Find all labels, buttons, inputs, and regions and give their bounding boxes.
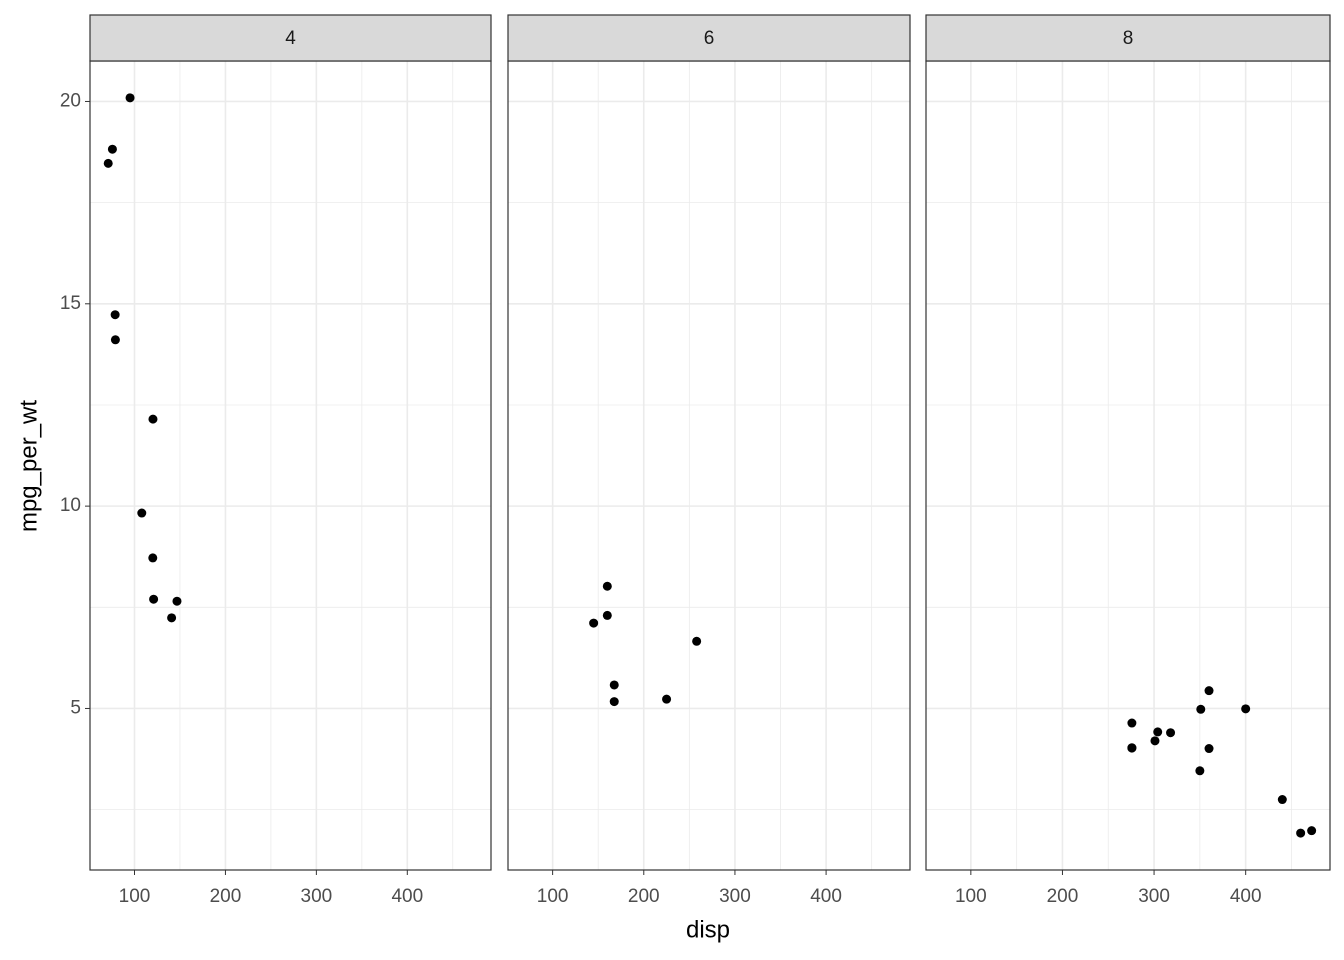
panel-background [926, 61, 1330, 870]
panel-background [508, 61, 910, 870]
point [107, 144, 117, 154]
point [662, 694, 672, 704]
x-tick-label: 200 [210, 886, 242, 907]
point [1204, 744, 1214, 754]
x-tick-label: 100 [119, 886, 151, 907]
x-axis-label: disp [686, 916, 730, 943]
x-tick-label: 400 [391, 886, 423, 907]
point [1241, 704, 1251, 714]
point [609, 680, 619, 690]
x-tick-label: 400 [1230, 886, 1262, 907]
point [1196, 704, 1206, 714]
point [172, 596, 182, 606]
strip [89, 14, 492, 62]
point [1166, 728, 1176, 738]
point [149, 594, 159, 604]
point [1127, 718, 1137, 728]
point [167, 613, 177, 623]
strip-label: 6 [704, 28, 715, 49]
y-tick-label: 5 [70, 697, 81, 718]
point [602, 581, 612, 591]
point [1204, 686, 1214, 696]
y-tick-label: 10 [60, 495, 81, 516]
y-axis-label: mpg_per_wt [15, 400, 42, 532]
point [1153, 727, 1163, 737]
point [110, 335, 120, 345]
point [1150, 736, 1160, 746]
strip-label: 4 [285, 28, 296, 49]
x-tick-label: 100 [537, 886, 569, 907]
y-tick-label: 20 [60, 90, 81, 111]
strip [925, 14, 1331, 62]
strip-label: 8 [1123, 28, 1134, 49]
point [692, 636, 702, 646]
x-tick-label: 300 [301, 886, 333, 907]
point [1296, 828, 1306, 838]
point [103, 158, 113, 168]
point [1127, 743, 1137, 753]
x-tick-label: 300 [719, 886, 751, 907]
point [148, 414, 158, 424]
x-tick-label: 200 [1047, 886, 1079, 907]
y-tick-label: 15 [60, 293, 81, 314]
strip [507, 14, 911, 62]
x-tick-label: 100 [955, 886, 987, 907]
point [110, 310, 120, 320]
point [589, 618, 599, 628]
point [1277, 795, 1287, 805]
point [609, 697, 619, 707]
panel-background [90, 61, 491, 870]
point [148, 553, 158, 563]
x-tick-label: 400 [810, 886, 842, 907]
x-tick-label: 300 [1138, 886, 1170, 907]
point [1307, 826, 1317, 836]
point [1195, 766, 1205, 776]
point [602, 610, 612, 620]
x-tick-label: 200 [628, 886, 660, 907]
point [125, 93, 135, 103]
point [137, 508, 147, 518]
